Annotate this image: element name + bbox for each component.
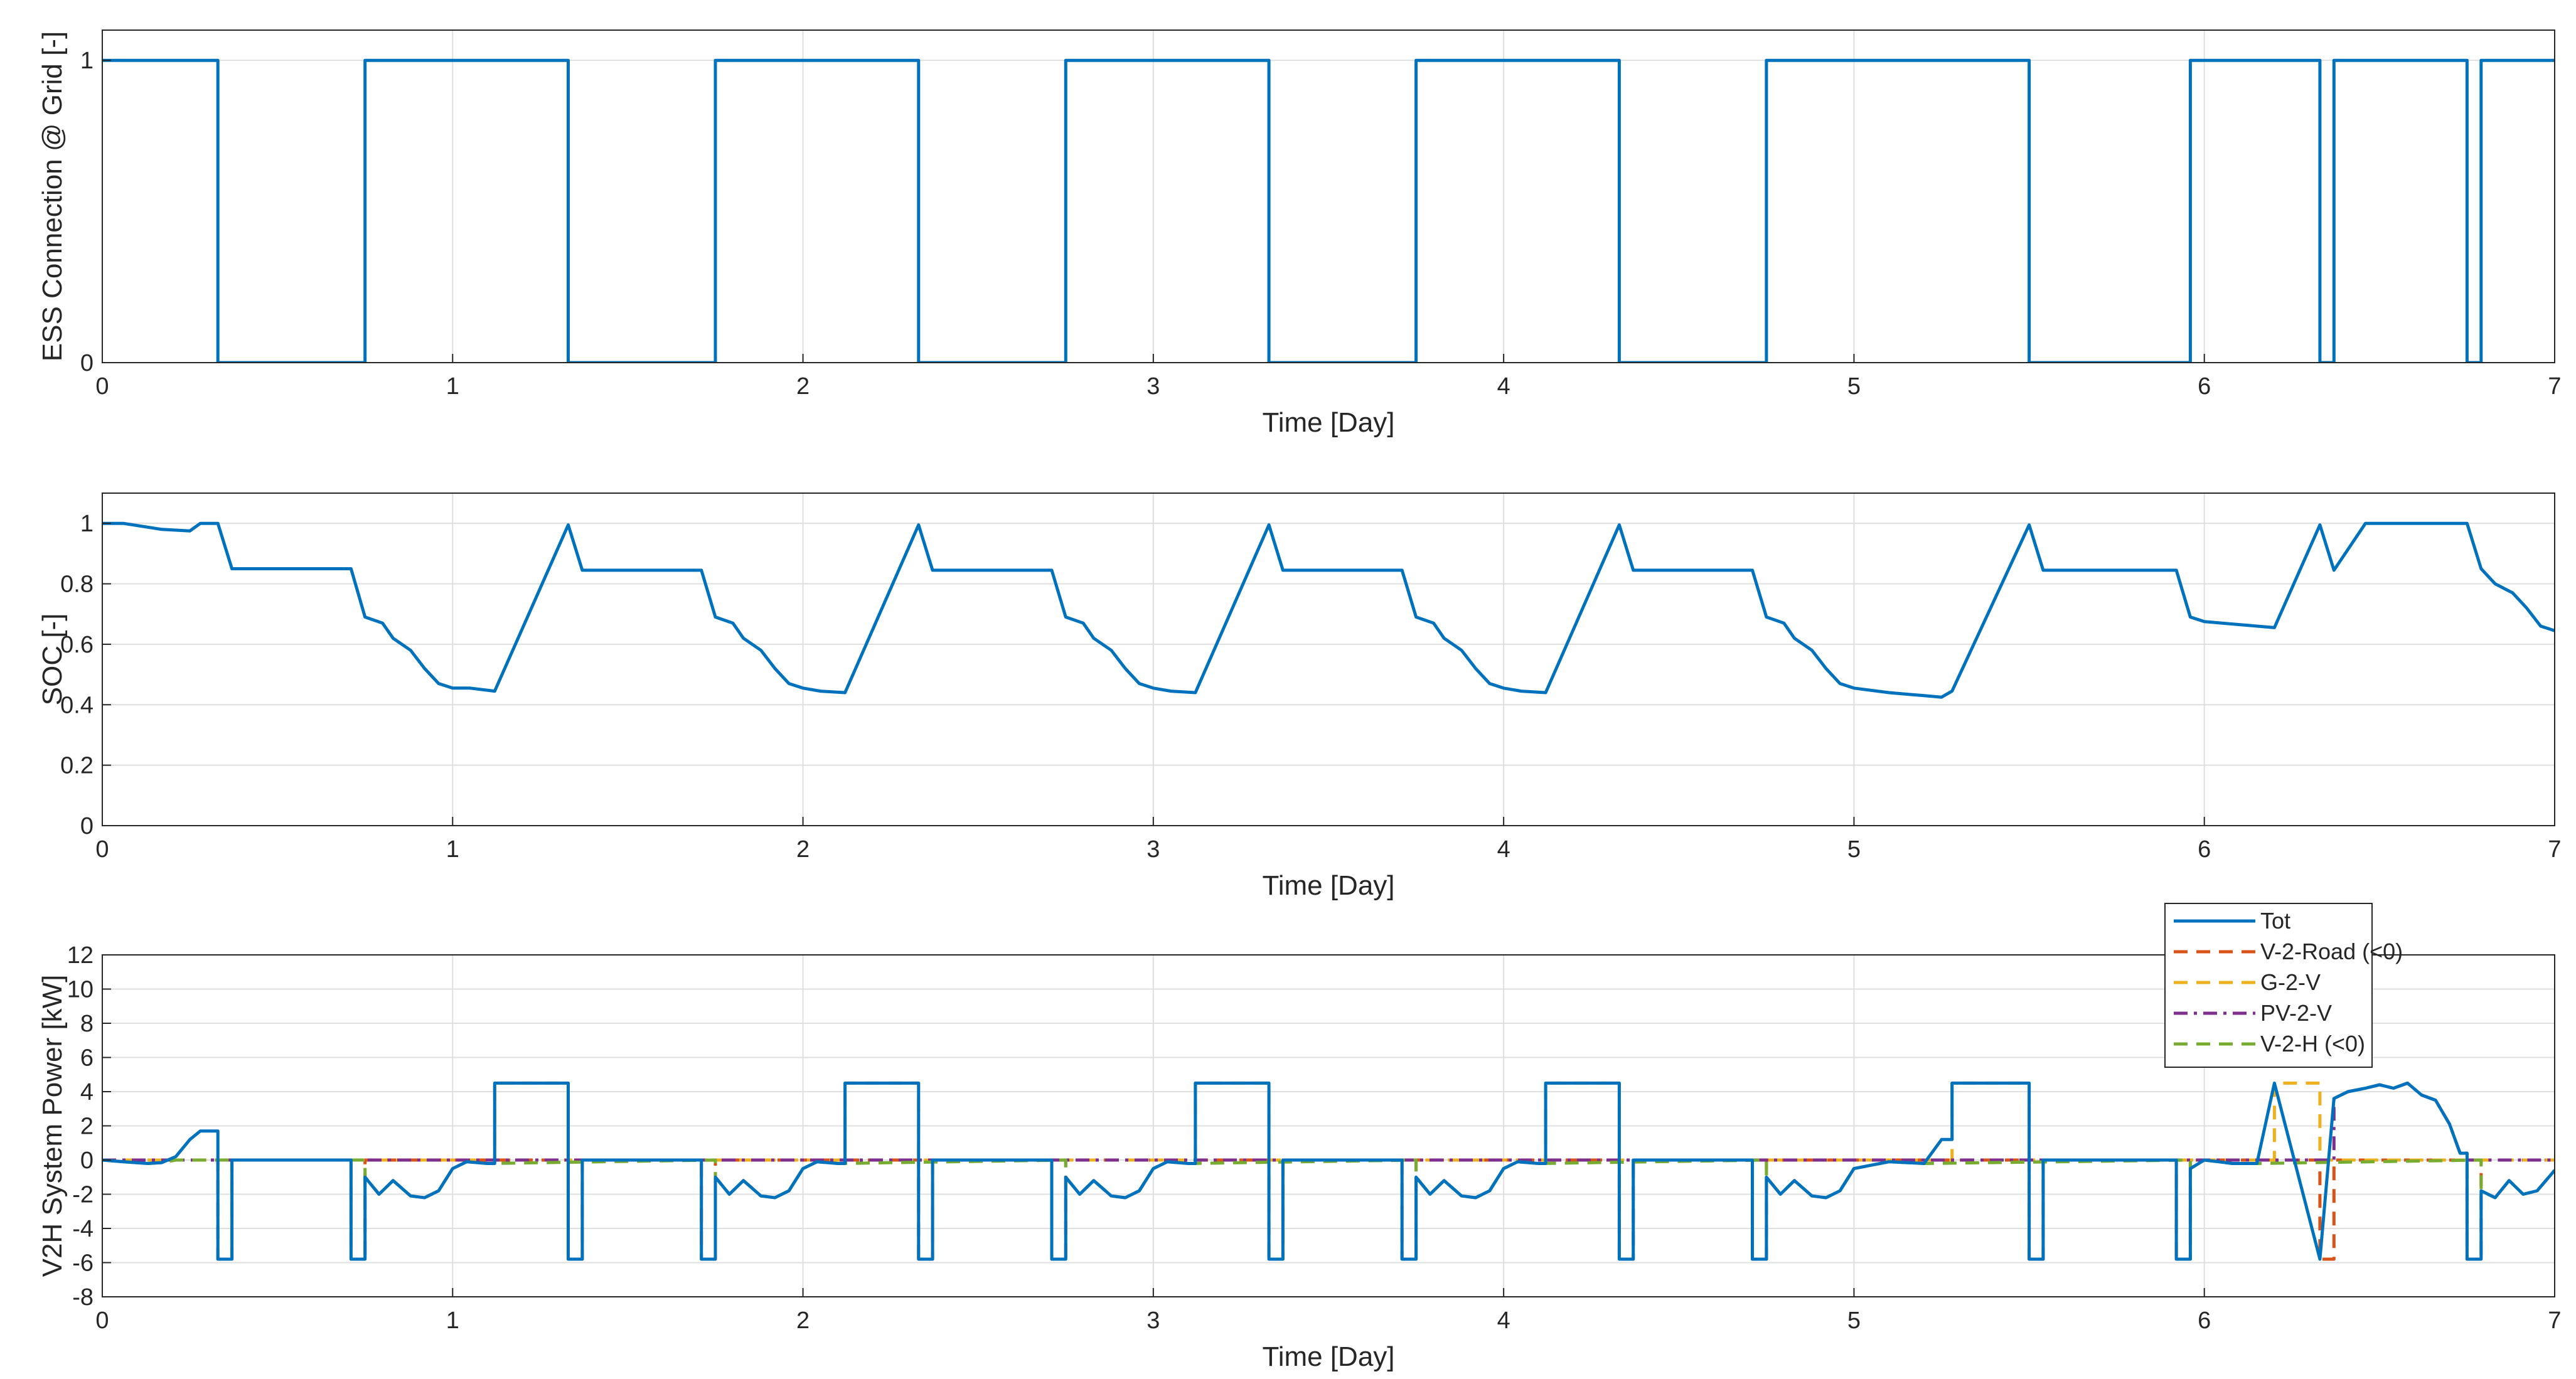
- y-tick-label: 8: [80, 1011, 94, 1037]
- x-tick-label: 3: [1146, 1307, 1160, 1334]
- x-tick-label: 0: [95, 373, 109, 400]
- y-axis-label: SOC [-]: [37, 614, 68, 706]
- y-tick-label: 0.6: [60, 632, 94, 658]
- x-tick-label: 7: [2548, 1307, 2561, 1334]
- legend-label: V-2-Road (<0): [2260, 939, 2403, 964]
- chart-1: 0 1 2 3 4 5 6 7 0 1 Time [Day] ESS Connection @ Gri…: [37, 29, 2562, 438]
- y-tick-label: 0: [80, 350, 94, 376]
- y-axis-label: ESS Connection @ Grid [-]: [37, 31, 68, 361]
- legend-label: PV-2-V: [2260, 1000, 2332, 1026]
- legend-box: [2164, 903, 2373, 1068]
- legend: Tot V-2-Road (<0) G-2-V PV-2-V V-2-H (<0): [2164, 903, 2403, 1068]
- x-tick-label: 2: [796, 836, 810, 863]
- x-tick-label: 1: [446, 1307, 459, 1334]
- x-tick-label: 2: [796, 373, 810, 400]
- x-tick-label: 0: [95, 836, 109, 863]
- y-tick-label: 6: [80, 1045, 94, 1072]
- y-tick-label: 12: [67, 942, 94, 969]
- legend-label: G-2-V: [2260, 969, 2321, 995]
- y-tick-label: 0: [80, 813, 94, 839]
- legend-label: V-2-H (<0): [2260, 1031, 2365, 1057]
- y-tick-label: -6: [72, 1250, 94, 1277]
- x-axis-label: Time [Day]: [1262, 1341, 1394, 1372]
- series-group: [102, 521, 2555, 699]
- y-axis-label: V2H System Power [kW]: [37, 975, 68, 1277]
- chart-2: 0 1 2 3 4 5 6 7 0 0.2 0.4 0.6 0.8 1 Time [Day] SOC [-]: [37, 492, 2562, 901]
- series-group: [102, 1081, 2555, 1261]
- x-axis-label: Time [Day]: [1262, 407, 1394, 438]
- series-group: [102, 58, 2555, 363]
- plot-area: [102, 493, 2555, 826]
- x-tick-label: 5: [1847, 836, 1861, 863]
- y-tick-label: -8: [72, 1284, 94, 1311]
- x-tick-label: 6: [2198, 373, 2211, 400]
- y-tick-label: 4: [80, 1079, 94, 1105]
- x-tick-label: 6: [2198, 1307, 2211, 1334]
- x-tick-label: 0: [95, 1307, 109, 1334]
- x-tick-label: 7: [2548, 373, 2561, 400]
- y-tick-label: 0: [80, 1147, 94, 1174]
- x-tick-label: 3: [1146, 836, 1160, 863]
- x-tick-label: 4: [1497, 373, 1510, 400]
- x-tick-label: 1: [446, 373, 459, 400]
- x-tick-label: 4: [1497, 1307, 1510, 1334]
- y-tick-label: 2: [80, 1114, 94, 1140]
- series-line-1: [102, 58, 2555, 363]
- y-tick-label: 0.4: [60, 692, 94, 718]
- y-tick-label: -4: [72, 1216, 94, 1242]
- x-tick-label: 3: [1146, 373, 1160, 400]
- x-tick-label: 7: [2548, 836, 2561, 863]
- axes-box: [102, 492, 2555, 826]
- x-tick-label: 5: [1847, 373, 1861, 400]
- legend-label: Tot: [2260, 908, 2290, 934]
- axes-box: [102, 29, 2555, 363]
- y-tick-label: -2: [72, 1182, 94, 1208]
- y-tick-label: 0.2: [60, 753, 94, 779]
- y-tick-label: 10: [67, 977, 94, 1003]
- x-tick-label: 6: [2198, 836, 2211, 863]
- x-tick-label: 2: [796, 1307, 810, 1334]
- plot-area: [102, 30, 2555, 363]
- x-tick-label: 1: [446, 836, 459, 863]
- series-line-tot: [102, 1081, 2555, 1261]
- x-tick-label: 4: [1497, 836, 1510, 863]
- y-tick-label: 1: [80, 48, 94, 74]
- y-tick-label: 1: [80, 511, 94, 537]
- y-tick-label: 0.8: [60, 572, 94, 598]
- x-axis-label: Time [Day]: [1262, 870, 1394, 901]
- series-line-1: [102, 521, 2555, 699]
- x-tick-label: 5: [1847, 1307, 1861, 1334]
